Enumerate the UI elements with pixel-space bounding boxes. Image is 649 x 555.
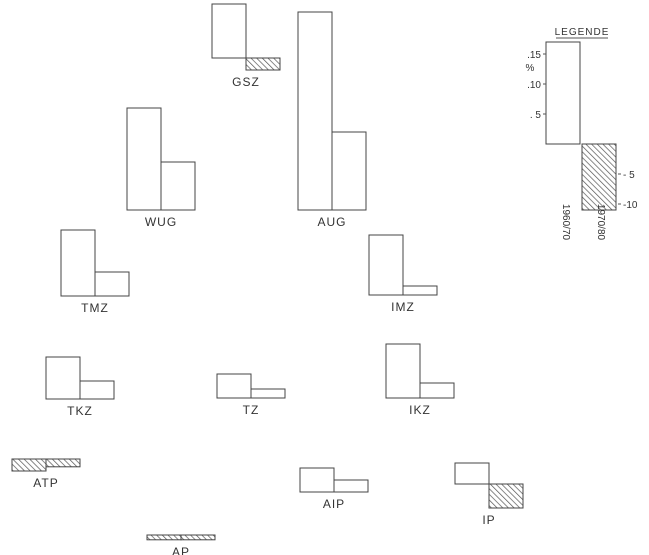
- group-label-atp: ATP: [33, 476, 58, 490]
- group-aug: AUG: [297, 11, 367, 229]
- bar-atp-1970-80: [45, 458, 81, 468]
- group-label-aug: AUG: [317, 215, 346, 229]
- bar-tz-1970-80: [250, 388, 286, 399]
- bar-aug-1960-70: [297, 11, 333, 211]
- group-label-aip: AIP: [323, 497, 345, 511]
- legend-title: LEGENDE: [555, 27, 610, 38]
- legend-series-1-label: 1960/70: [560, 204, 571, 241]
- group-label-tz: TZ: [243, 403, 260, 417]
- bar-imz-1960-70: [368, 234, 404, 296]
- bar-ap-1960-70: [146, 534, 182, 541]
- group-label-ikz: IKZ: [409, 403, 431, 417]
- bar-tkz-1970-80: [79, 380, 115, 400]
- legend-tick-label: .15: [527, 50, 541, 61]
- bar-aip-1970-80: [333, 479, 369, 493]
- legend-series-2-label: 1970/80: [595, 204, 606, 241]
- group-imz: IMZ: [368, 234, 438, 314]
- legend-unit: %: [526, 63, 535, 74]
- bar-ikz-1960-70: [385, 343, 421, 399]
- bar-wug-1960-70: [126, 107, 162, 211]
- group-label-tkz: TKZ: [67, 404, 93, 418]
- group-label-wug: WUG: [145, 215, 177, 229]
- group-ap: AP: [146, 534, 216, 555]
- group-label-imz: IMZ: [391, 300, 415, 314]
- group-gsz: GSZ: [211, 3, 281, 89]
- group-tmz: TMZ: [60, 229, 130, 315]
- bar-tmz-1960-70: [60, 229, 96, 297]
- bar-aip-1960-70: [299, 467, 335, 493]
- bar-aug-1970-80: [331, 131, 367, 211]
- bar-ip-1970-80: [488, 483, 524, 509]
- group-ikz: IKZ: [385, 343, 455, 417]
- group-aip: AIP: [299, 467, 369, 511]
- bar-ap-1970-80: [180, 534, 216, 541]
- bar-ip-1960-70: [454, 462, 490, 485]
- bar-tz-1960-70: [216, 373, 252, 399]
- group-tkz: TKZ: [45, 356, 115, 418]
- legend-tick-label: . 5: [530, 110, 542, 121]
- legend-bar-1970-80: [581, 143, 617, 211]
- legend-bar-1960-70: [545, 41, 581, 145]
- group-label-tmz: TMZ: [81, 301, 109, 315]
- legend-tick-label: .10: [527, 80, 541, 91]
- bar-tkz-1960-70: [45, 356, 81, 400]
- bar-gsz-1970-80: [245, 57, 281, 71]
- group-label-gsz: GSZ: [232, 75, 260, 89]
- legend-tick-label: -10: [623, 200, 638, 211]
- group-label-ap: AP: [172, 545, 190, 555]
- bar-imz-1970-80: [402, 285, 438, 296]
- legend: LEGENDE % .15 .10 . 5 - 5 -10 1960/70 1970/8…: [526, 27, 638, 241]
- bar-tmz-1970-80: [94, 271, 130, 297]
- bar-gsz-1960-70: [211, 3, 247, 59]
- legend-tick-label: - 5: [623, 170, 635, 181]
- group-atp: ATP: [11, 458, 81, 490]
- group-label-ip: IP: [482, 513, 495, 527]
- bar-ikz-1970-80: [419, 382, 455, 399]
- bar-wug-1970-80: [160, 161, 196, 211]
- bar-atp-1960-70: [11, 458, 47, 472]
- group-tz: TZ: [216, 373, 286, 417]
- group-wug: WUG: [126, 107, 196, 229]
- group-ip: IP: [454, 462, 524, 527]
